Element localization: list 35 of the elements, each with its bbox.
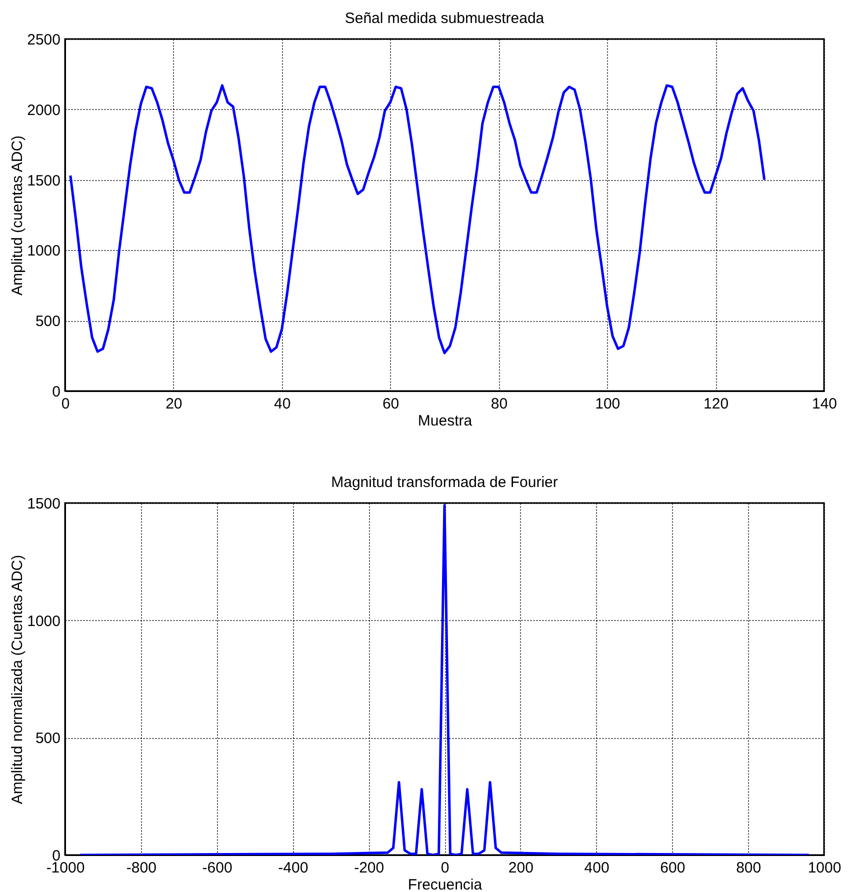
x-tick-label: 120 — [704, 396, 729, 412]
x-tick-label: 60 — [382, 396, 400, 412]
x-tick-label: -200 — [354, 860, 384, 876]
line-series — [78, 504, 810, 855]
y-tick-label: 500 — [35, 730, 60, 748]
x-tick-label: -600 — [202, 860, 232, 876]
y-tick-label: 1500 — [27, 172, 60, 190]
x-tick-label: 400 — [584, 860, 610, 876]
x-tick-label: 140 — [812, 396, 838, 412]
chart-title: Señal medida submuestreada — [344, 10, 545, 27]
x-axis-title: Muestra — [418, 412, 473, 430]
x-tick-label: 80 — [490, 396, 508, 412]
y-tick-label: 500 — [35, 313, 60, 330]
x-tick-label: 100 — [595, 396, 620, 412]
y-axis-title: Amplitud normalizada (Cuentas ADC) — [9, 554, 26, 804]
line-series — [69, 84, 766, 354]
x-tick-label: 200 — [508, 860, 534, 876]
x-tick-label: -800 — [126, 860, 156, 876]
x-tick-label: 0 — [440, 860, 450, 876]
y-tick-label: 2000 — [27, 102, 60, 119]
y-tick-label: 1500 — [27, 496, 60, 512]
chart-title: Magnitud transformada de Fourier — [331, 474, 558, 491]
y-axis-title: Amplitud (cuentas ADC) — [9, 135, 26, 296]
x-tick-label: 20 — [166, 396, 182, 412]
x-tick-label: 600 — [660, 860, 686, 876]
y-tick-label: 2500 — [27, 32, 60, 48]
y-tick-label: 1000 — [27, 242, 60, 260]
x-tick-label: 1000 — [808, 860, 842, 876]
x-axis-title: Frecuencia — [408, 876, 483, 892]
x-tick-label: 40 — [274, 396, 291, 412]
x-tick-label: 800 — [736, 860, 762, 876]
y-tick-label: 0 — [52, 384, 60, 400]
x-tick-label: -400 — [278, 860, 308, 876]
x-tick-label: -1000 — [46, 860, 85, 876]
y-tick-label: 1000 — [27, 612, 60, 630]
